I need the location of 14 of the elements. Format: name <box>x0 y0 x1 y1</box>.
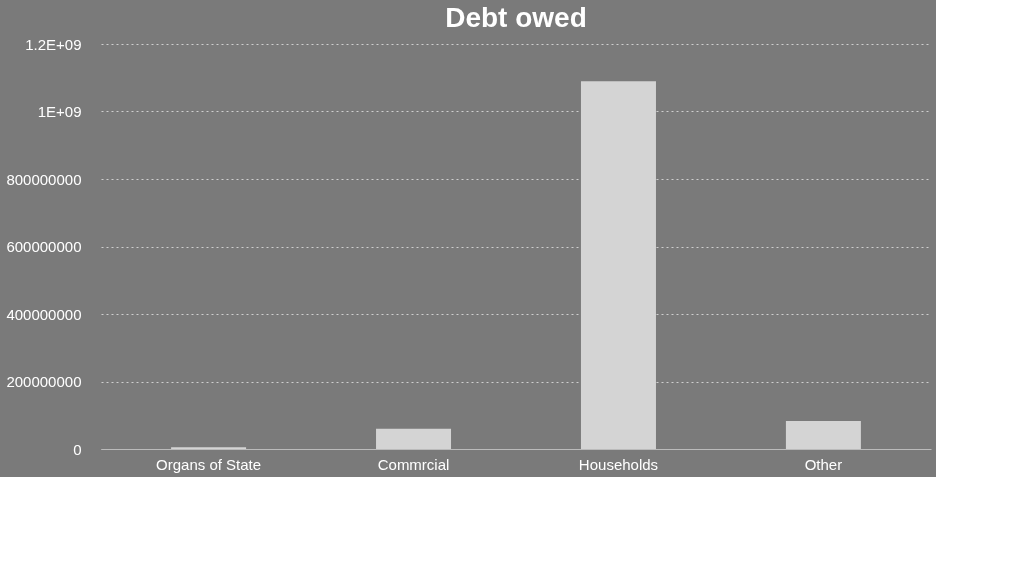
y-tick-label: 600000000 <box>6 238 82 255</box>
x-tick-label: Commrcial <box>377 455 450 473</box>
y-tick-label: 1.2E+09 <box>25 35 82 53</box>
chart-title: Debt owed <box>445 2 587 33</box>
y-tick-label: 1E+09 <box>37 103 82 120</box>
bar <box>785 420 861 449</box>
bar <box>376 428 452 449</box>
y-tick-label: 200000000 <box>6 373 82 390</box>
x-tick-label: Organs of State <box>156 455 262 473</box>
y-tick-label: 400000000 <box>6 305 82 323</box>
x-tick-label: Households <box>578 455 659 473</box>
y-tick-label: 800000000 <box>6 170 82 188</box>
x-tick-label: Other <box>804 455 843 473</box>
y-tick-label: 0 <box>73 440 82 458</box>
